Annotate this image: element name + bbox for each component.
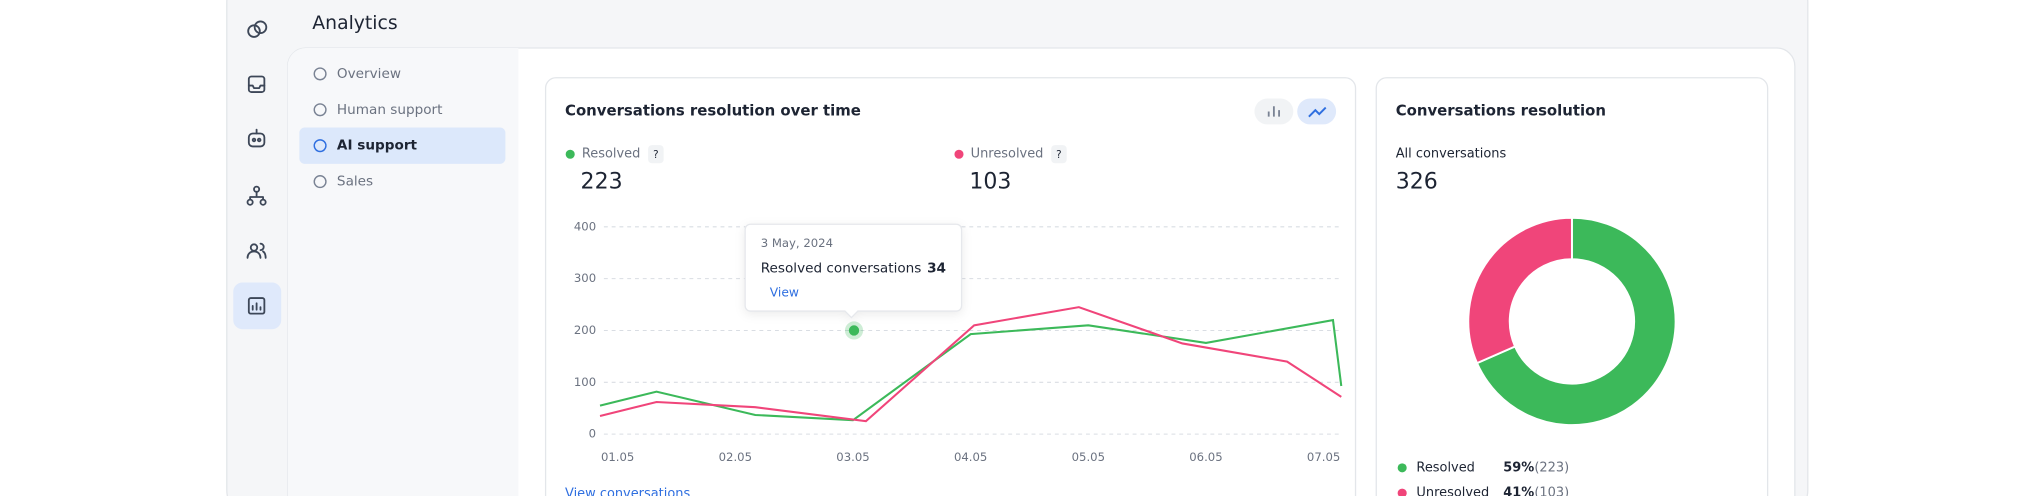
series-line — [599, 306, 1342, 423]
icon-rail — [233, 20, 282, 330]
y-tick-label: 300 — [574, 271, 596, 285]
nav-icon[interactable] — [247, 20, 268, 38]
plot: 0 100 200 300 400 01.05 02.05 03.05 04.05 05.05 06… — [565, 145, 1343, 464]
hover-dot — [848, 325, 860, 336]
x-tick-label: 07.05 — [1307, 450, 1340, 464]
help-badge[interactable] — [648, 145, 664, 164]
total-value: 326 — [1396, 170, 1438, 195]
series-line — [599, 318, 1343, 422]
nav-icon[interactable] — [247, 128, 266, 148]
x-tick-label: 02.05 — [719, 450, 752, 464]
y-tick-label: 200 — [574, 323, 596, 337]
donut: Resolved 59% (223) Unresolved 41% (103) — [1397, 216, 1677, 496]
subnav: Overview Human support AI support Sales — [299, 66, 506, 190]
legend-dot — [954, 149, 964, 159]
series-total: 223 — [581, 170, 623, 195]
nav-icon[interactable] — [246, 185, 267, 206]
donut-slice — [1467, 216, 1573, 365]
help-icon: ? — [653, 149, 659, 161]
y-tick-label: 0 — [589, 427, 596, 441]
legend-label: Resolved — [582, 147, 640, 162]
subnav-active-bg — [299, 127, 506, 164]
tooltip-link[interactable]: View — [770, 285, 799, 299]
subnav-icon — [313, 67, 327, 81]
tooltip-date: 3 May, 2024 — [761, 236, 833, 250]
subnav-icon — [313, 139, 327, 153]
subnav-item[interactable]: AI support — [337, 138, 418, 154]
count-label: (223) — [1534, 460, 1569, 475]
donut-slice — [1475, 216, 1677, 427]
x-tick-label: 01.05 — [601, 450, 634, 464]
x-tick-label: 06.05 — [1189, 450, 1222, 464]
legend-label: Unresolved — [1416, 486, 1489, 496]
nav-icon[interactable] — [246, 242, 267, 259]
series-total: 103 — [969, 170, 1011, 195]
line-icon — [1308, 106, 1327, 118]
percent-label: 41% — [1503, 486, 1534, 496]
subnav-icon — [313, 103, 327, 117]
card-title: Conversations resolution over time — [565, 101, 861, 119]
y-tick-label: 100 — [574, 375, 596, 389]
subnav-item[interactable]: Sales — [337, 174, 373, 190]
nav-icon[interactable] — [247, 75, 266, 93]
tooltip-box — [744, 223, 963, 319]
legend-dot — [565, 149, 575, 159]
legend-label: Unresolved — [971, 147, 1044, 162]
tooltip-value: 34 — [927, 260, 946, 276]
donut-card — [1375, 77, 1769, 496]
count-label: (103) — [1534, 486, 1569, 496]
percent-label: 59% — [1503, 460, 1534, 475]
y-tick-label: 400 — [574, 219, 596, 233]
bar-icon — [1267, 106, 1280, 117]
card-title: Conversations resolution — [1396, 101, 1606, 119]
tooltip-label: Resolved conversations — [761, 260, 922, 276]
subnav-item[interactable]: Overview — [337, 66, 401, 82]
subnav-item[interactable]: Human support — [337, 102, 443, 118]
view-conversations-link[interactable]: View conversations — [565, 486, 690, 496]
legend-dot — [1397, 463, 1407, 473]
nav-icon[interactable] — [247, 297, 266, 315]
subnav-icon — [313, 175, 327, 189]
x-tick-label: 04.05 — [954, 450, 987, 464]
x-tick-label: 05.05 — [1072, 450, 1105, 464]
x-tick-label: 03.05 — [836, 450, 869, 464]
legend-label: Resolved — [1416, 460, 1474, 475]
page-title: Analytics — [312, 13, 397, 34]
legend-dot — [1397, 488, 1407, 496]
total-label: All conversations — [1396, 147, 1507, 162]
help-badge[interactable] — [1051, 145, 1067, 164]
help-icon: ? — [1056, 149, 1061, 161]
